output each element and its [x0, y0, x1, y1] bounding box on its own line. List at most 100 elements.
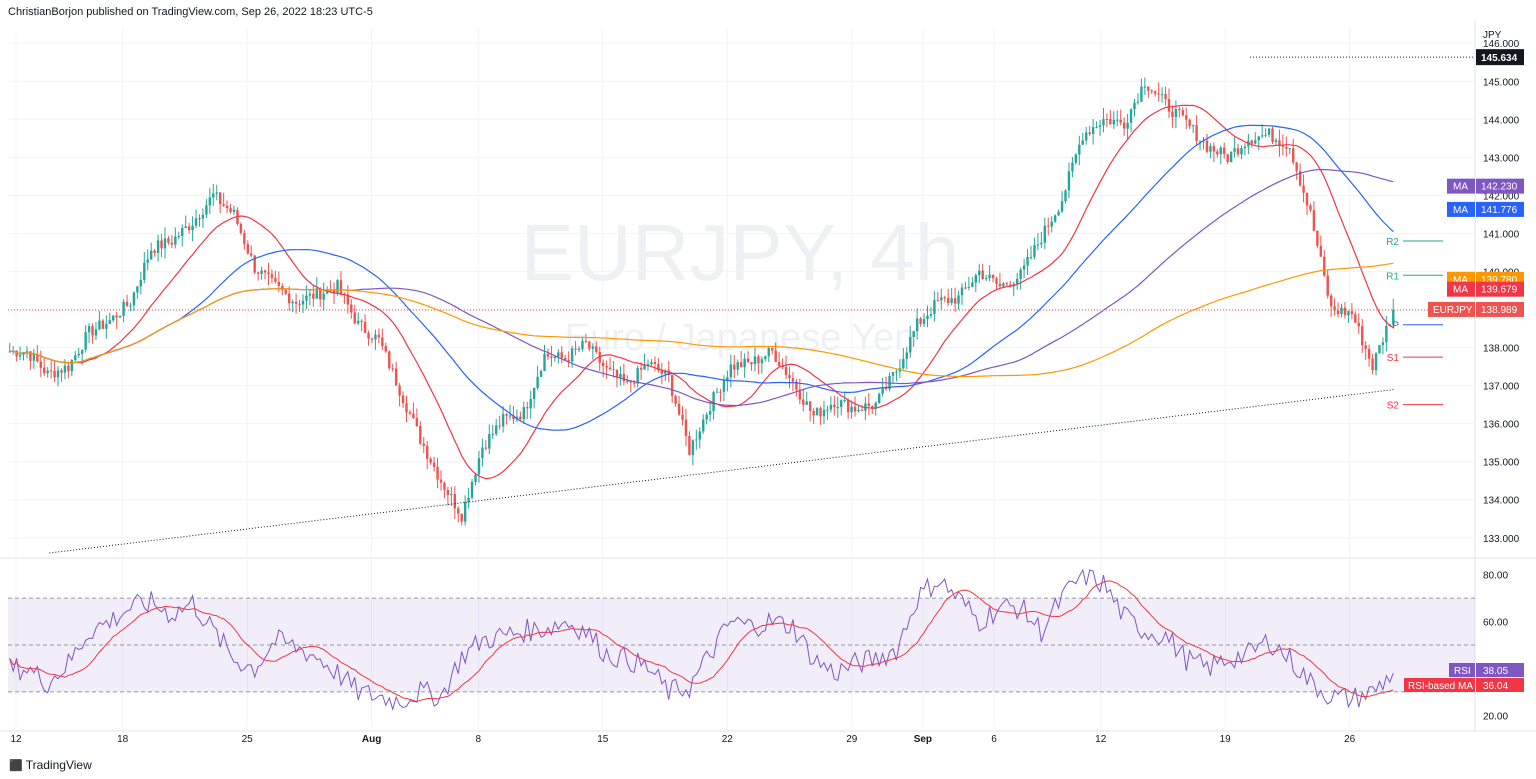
time-tick-label: 19: [1220, 734, 1232, 745]
candle: [1185, 115, 1188, 120]
candle: [670, 375, 674, 397]
candle: [836, 407, 839, 409]
candle: [1098, 125, 1102, 127]
candle: [198, 218, 201, 220]
support-trendline: [49, 388, 1396, 554]
candle: [591, 346, 595, 349]
candle: [957, 295, 960, 304]
candle: [281, 285, 284, 290]
candle: [274, 277, 277, 282]
candle: [612, 369, 615, 371]
candle: [595, 346, 598, 352]
candle: [619, 374, 622, 378]
candle: [953, 298, 957, 304]
candle: [70, 360, 74, 372]
ma-name-label: MA: [1453, 275, 1468, 286]
candle: [156, 240, 160, 253]
candle: [1323, 256, 1326, 276]
candle: [1071, 162, 1074, 172]
rsi-tick-label: 80.00: [1483, 571, 1508, 582]
candle: [1195, 125, 1198, 141]
candle: [626, 381, 629, 383]
candle: [702, 419, 705, 432]
candle: [132, 292, 136, 306]
candle: [1347, 311, 1350, 316]
candle: [374, 334, 377, 340]
price-tick-label: 142.000: [1483, 191, 1520, 202]
candle: [491, 433, 494, 435]
candle: [208, 197, 212, 206]
candle: [443, 482, 446, 491]
candle: [8, 351, 11, 353]
candle: [639, 367, 643, 370]
ma-200-line: [9, 262, 1394, 378]
candle: [1043, 225, 1047, 243]
candle: [1278, 140, 1281, 146]
candle: [812, 410, 815, 416]
candle: [112, 315, 115, 321]
candle: [946, 297, 950, 303]
candle: [1122, 122, 1126, 129]
candle: [250, 253, 253, 256]
candle: [1009, 284, 1012, 287]
rsi-name-label: RSI: [1454, 666, 1471, 677]
candle: [833, 404, 836, 408]
candle: [1033, 245, 1036, 257]
candle: [743, 358, 746, 368]
candle: [1257, 136, 1260, 141]
candle: [919, 318, 922, 324]
candle: [80, 349, 84, 354]
high-marker-value: 145.634: [1481, 53, 1518, 64]
candle: [377, 334, 381, 338]
candle: [1350, 311, 1354, 315]
candle: [401, 395, 405, 404]
candle: [332, 290, 336, 294]
candle: [467, 497, 470, 502]
candle: [964, 287, 967, 289]
time-tick-label: Sep: [914, 734, 932, 745]
candle: [1002, 283, 1005, 287]
price-axis-tags: MA 142.230 MA 141.776 MA 139.780 MA 139.679 EURJ…: [1428, 178, 1524, 317]
candle: [1233, 148, 1236, 152]
candle: [1292, 148, 1295, 163]
candle: [1329, 295, 1333, 307]
candle: [129, 305, 132, 307]
candle: [722, 380, 726, 392]
candle: [408, 412, 412, 414]
candle: [415, 417, 419, 427]
candle: [94, 329, 98, 336]
candle: [1057, 211, 1060, 216]
candle: [153, 250, 156, 253]
candle: [777, 361, 781, 366]
candle: [909, 336, 912, 353]
price-tick-label: 135.000: [1483, 458, 1520, 469]
candle: [681, 414, 684, 420]
candle: [498, 425, 501, 427]
candle: [432, 462, 436, 467]
candle: [108, 320, 111, 324]
candle: [1036, 244, 1040, 246]
candle: [370, 338, 374, 340]
candle: [187, 226, 191, 231]
candle: [584, 340, 588, 342]
candle: [1147, 86, 1150, 91]
candle: [1295, 162, 1298, 172]
tradingview-brand[interactable]: ⬛ TradingView: [9, 758, 92, 772]
candle: [971, 282, 974, 288]
candle: [346, 294, 350, 305]
candle: [1084, 132, 1088, 141]
candle: [760, 359, 764, 364]
candle: [653, 361, 657, 365]
rsi-line: [9, 568, 1394, 712]
candle: [984, 278, 988, 280]
candle: [664, 370, 667, 374]
candle: [646, 364, 650, 366]
candle: [915, 318, 919, 332]
ma-value-label: 139.780: [1481, 275, 1518, 286]
candle: [1136, 101, 1140, 103]
pivot-label-s2: S2: [1387, 401, 1400, 412]
candle: [1385, 325, 1388, 343]
watermark-description: Euro / Japanese Yen: [565, 317, 916, 359]
pivot-label-r2: R2: [1386, 237, 1399, 248]
